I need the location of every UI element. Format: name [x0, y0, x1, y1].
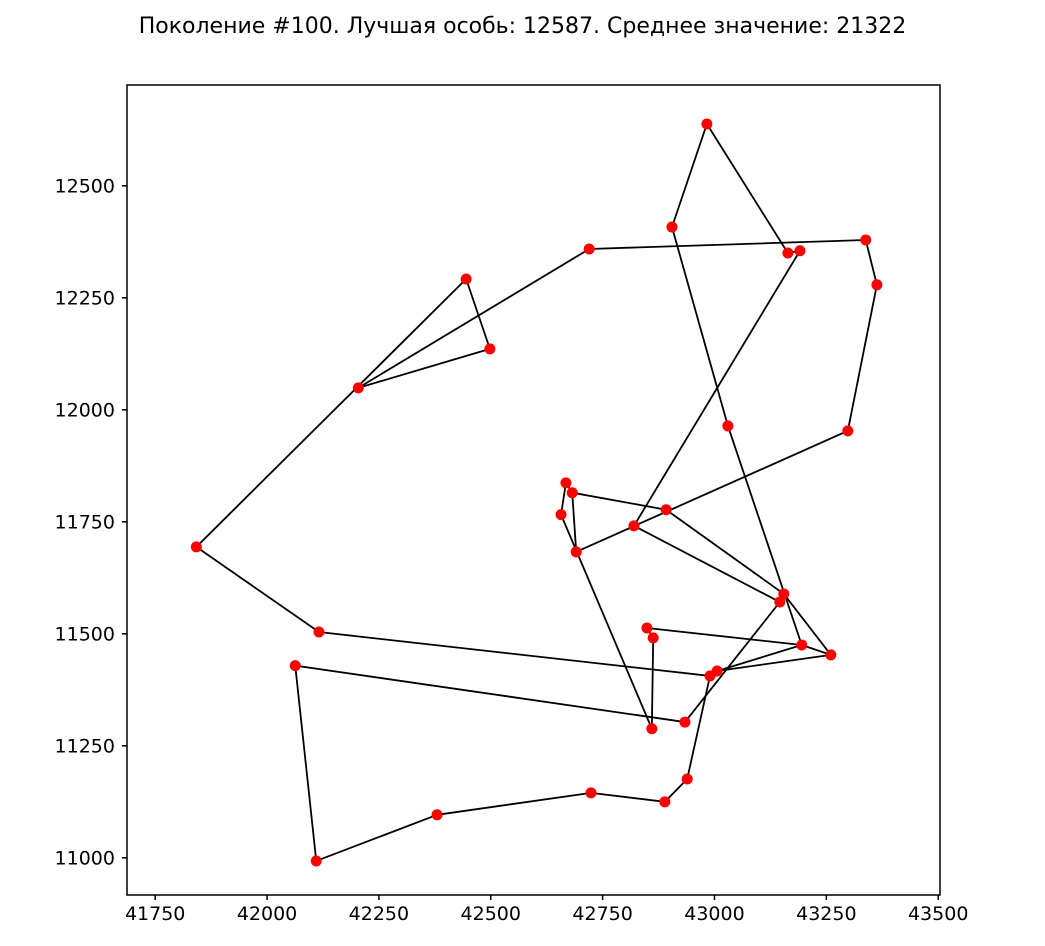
city-point [871, 279, 883, 291]
route-edge [590, 791, 666, 803]
city-point [646, 723, 658, 735]
city-point [583, 243, 595, 255]
city-point [860, 234, 872, 246]
route-edge [575, 429, 849, 553]
route-edge [686, 675, 711, 780]
city-point [842, 425, 854, 437]
city-point [585, 787, 597, 799]
city-point [352, 382, 364, 394]
plot-title: Поколение #100. Лучшая особь: 12587. Сре… [138, 14, 907, 39]
y-tick-label: 11250 [55, 735, 115, 757]
route-edge [588, 239, 867, 250]
route-edge [294, 664, 318, 862]
route-edge [665, 508, 785, 595]
city-point [825, 649, 837, 661]
x-tick-label: 43500 [908, 903, 968, 925]
city-point [484, 343, 496, 355]
route-edge [357, 347, 491, 389]
city-point [647, 632, 659, 644]
x-tick-label: 41750 [125, 903, 185, 925]
route-edge [571, 491, 578, 553]
route-edge [716, 644, 803, 672]
route-edge [727, 425, 803, 646]
route-edge [465, 278, 491, 350]
city-point [701, 118, 713, 130]
city-point [796, 639, 808, 651]
route-edge [633, 524, 781, 603]
x-tick-label: 42250 [349, 903, 409, 925]
y-tick-label: 11500 [55, 623, 115, 645]
route-edge [195, 278, 468, 548]
route-edge [318, 631, 711, 677]
x-tick-label: 43000 [684, 903, 744, 925]
route-edge [846, 283, 878, 432]
route-edge [864, 239, 878, 286]
city-point [666, 221, 678, 233]
city-point [190, 541, 202, 553]
route-edge [705, 123, 789, 254]
y-tick-label: 12000 [55, 399, 115, 421]
city-point [711, 665, 723, 677]
route-edge [571, 491, 668, 511]
axes-spine [126, 84, 941, 896]
route-edge [671, 123, 708, 228]
route-edge [315, 813, 438, 862]
city-point [566, 487, 578, 499]
city-point [681, 773, 693, 785]
city-point [555, 509, 567, 521]
route-edge [782, 593, 832, 656]
city-point [431, 809, 443, 821]
city-point [310, 855, 322, 867]
x-tick-label: 42500 [461, 903, 521, 925]
city-point [313, 626, 325, 638]
y-tick-label: 11750 [55, 511, 115, 533]
city-point [289, 660, 301, 672]
city-point [560, 477, 572, 489]
city-point [782, 247, 794, 259]
x-tick-label: 42750 [572, 903, 632, 925]
route-edge [436, 791, 592, 816]
city-point [460, 273, 472, 285]
city-point [641, 622, 653, 634]
route-edge [650, 636, 655, 730]
city-point [628, 520, 640, 532]
route-edge [671, 226, 729, 427]
city-point [570, 546, 582, 558]
y-tick-label: 12250 [55, 287, 115, 309]
city-point [794, 245, 806, 257]
city-point [660, 504, 672, 516]
y-tick-label: 11000 [55, 847, 115, 869]
city-point [774, 596, 786, 608]
route-edge [646, 627, 803, 646]
x-tick-label: 43250 [796, 903, 856, 925]
route-edge [633, 249, 801, 527]
y-tick-label: 12500 [55, 175, 115, 197]
route-edge [684, 601, 781, 723]
city-point [722, 420, 734, 432]
city-point [659, 796, 671, 808]
city-point [679, 716, 691, 728]
route-edge [716, 653, 832, 672]
route-edge [195, 545, 320, 633]
route-edge [294, 664, 686, 723]
x-tick-label: 42000 [237, 903, 297, 925]
route-edge [357, 248, 591, 389]
